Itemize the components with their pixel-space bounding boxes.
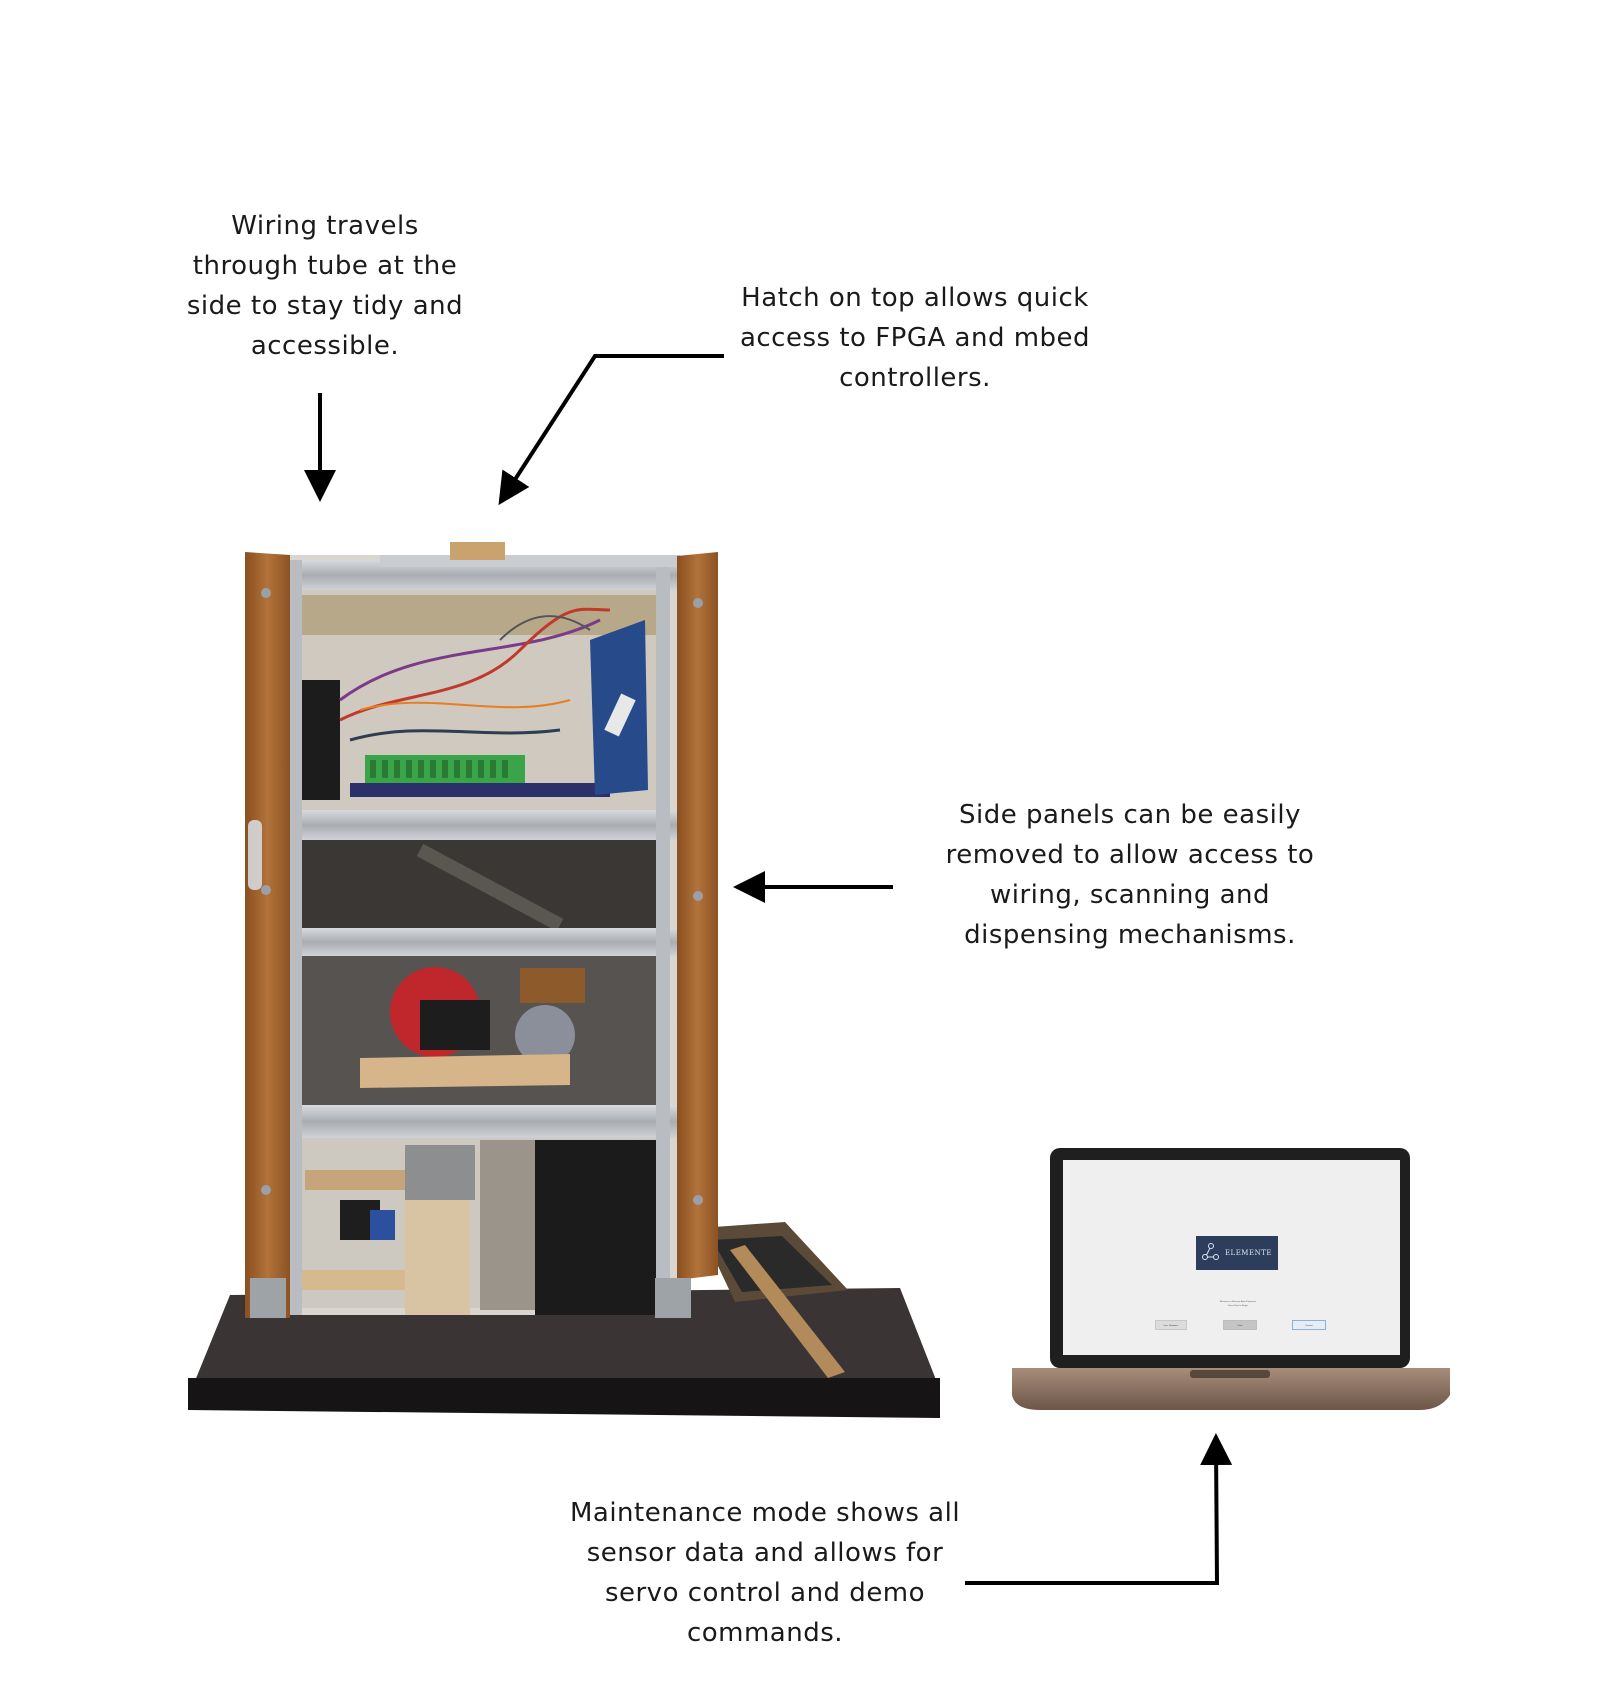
dispensing-compartment (295, 955, 667, 1105)
annotation-wiring: Wiring travels through tube at the side … (186, 211, 464, 361)
app-welcome-text: Welcome to Element Auto Dispenser Press … (1219, 1301, 1257, 1307)
hatch-arrow (498, 354, 724, 506)
hatch-handle (450, 542, 505, 560)
annotation-maintenance: Maintenance mode shows all sensor data a… (569, 1498, 961, 1648)
arrows (304, 354, 1233, 1585)
annotation-side-panels: Side panels can be easily removed to all… (945, 800, 1315, 950)
machine-body (245, 542, 718, 1318)
machine-base-board (188, 1288, 940, 1418)
wood-posts (245, 552, 718, 1318)
user-database-button[interactable]: User Database (1155, 1320, 1187, 1330)
middle-compartment (295, 840, 667, 932)
start-button[interactable]: Start (1223, 1320, 1257, 1330)
mechanism-compartment (295, 1138, 667, 1315)
annotation-hatch: Hatch on top allows quick access to FPGA… (739, 283, 1091, 393)
app-logo-text: ELEMENTE (1224, 1249, 1272, 1257)
app-logo: ELEMENTE (1196, 1236, 1278, 1270)
card-tray (700, 1222, 848, 1378)
left-foot-bracket (250, 1278, 286, 1318)
right-foot-bracket (655, 1278, 691, 1318)
wiring-tube (248, 820, 262, 890)
laptop-screen: ELEMENTE Welcome to Element Auto Dispens… (1063, 1160, 1400, 1355)
maintenance-arrow (965, 1433, 1233, 1585)
molecule-icon (1202, 1243, 1219, 1260)
aluminium-frame (285, 555, 680, 1315)
electronics-compartment (295, 590, 667, 810)
contact-button[interactable]: Contact (1292, 1320, 1326, 1330)
